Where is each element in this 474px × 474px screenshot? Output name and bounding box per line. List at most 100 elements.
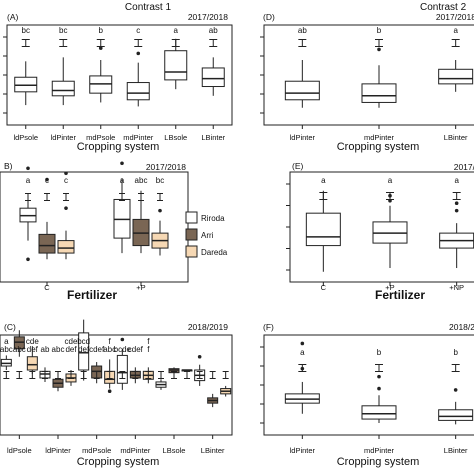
panel-f-box-mdPinter-outlier-1: [377, 374, 381, 379]
panel-c-box-LBinter-Dareda-err: [222, 371, 229, 379]
panel-a-box-ldPsole-letter: bc: [22, 26, 30, 35]
panel-a-box-ldPinter-err: [59, 39, 68, 47]
panel-e-box-C: [305, 190, 341, 272]
panel-c-box-LBinter-Dareda: [220, 385, 232, 397]
panel-b-box-C-Dareda-outlier-0: [64, 206, 68, 210]
panel-d-xtick-label-ldPinter: ldPinter: [290, 133, 316, 142]
panel-c-box-mdPinter-Arri-err: [132, 371, 139, 379]
panel-a-box-LBsole-err: [171, 39, 180, 47]
panel-a-xlabel: Cropping system: [77, 141, 160, 153]
panel-c-box-ldPinter-Dareda-letter-top: cde: [65, 337, 78, 346]
panel-f-box-LBinter-err: [451, 364, 460, 372]
panel-b-box-C-Riroda-outlier-0: [26, 257, 30, 262]
panel-c-box-LBinter-Riroda-err: [196, 371, 203, 379]
legend-label-Arri: Arri: [201, 231, 214, 240]
panel-d-label: (D): [263, 12, 275, 22]
panel-f-season: 2018/2: [449, 322, 474, 332]
panel-b-box-+P-Dareda: [151, 208, 169, 256]
panel-a-box-mdPinter-iqr: [126, 82, 150, 101]
panel-c-box-LBsole-Dareda: [181, 369, 193, 372]
panel-b-label: B): [4, 161, 13, 171]
panel-e-label: (E): [292, 161, 304, 171]
panel-c-box-mdPinter-Riroda-err: [119, 371, 126, 379]
panel-c-box-LBinter-Riroda-outlier-0: [197, 354, 202, 359]
panel-c-box-mdPsole-Riroda-iqr: [78, 332, 90, 371]
panel-c-box-ldPsole-Arri-letter-bottom: abc: [13, 345, 26, 354]
panel-c-box-ldPsole-Riroda-err: [3, 371, 10, 379]
panel-c-label: (C): [4, 322, 16, 332]
panel-c-box-mdPinter-Riroda-outlier-0: [120, 337, 125, 342]
legend-swatch-Arri: [185, 228, 198, 241]
panel-c-xlabel: Cropping system: [77, 456, 160, 468]
panel-d-xlabel: Cropping system: [337, 141, 420, 153]
panel-c-box-mdPinter-Dareda-letter-top: f: [147, 337, 150, 346]
panel-d-box-LBinter-err: [451, 39, 460, 47]
panel-c-box-ldPsole-Arri-err: [16, 371, 23, 379]
panel-f-box-ldPinter-letter: a: [300, 348, 305, 357]
panel-b-box-C-Arri-outlier-0: [45, 177, 49, 182]
panel-d-box-ldPinter: [284, 60, 320, 108]
panel-e-box-C-letter: a: [321, 176, 326, 185]
panel-a-box-ldPinter: [51, 57, 75, 106]
panel-b-season: 2017/2018: [146, 162, 186, 172]
panel-c-box-mdPsole-Arri-err: [93, 371, 100, 379]
panel-e-box-+NP-letter: a: [454, 176, 459, 185]
panel-b-box-+P-Dareda-letter: bc: [156, 176, 164, 185]
panel-a-box-mdPinter-err: [134, 39, 143, 47]
panel-e-box-+NP: [439, 201, 474, 269]
panel-b-box-+P-Dareda-err: [157, 193, 163, 201]
panel-d-xtick-label-mdPinter: mdPinter: [364, 133, 395, 142]
contrast-2-title: Contrast 2: [420, 2, 467, 13]
panel-b-box-C-Dareda-err: [63, 193, 69, 201]
panel-c-box-mdPsole-Riroda: [78, 319, 90, 381]
panel-a-box-mdPinter-letter: c: [136, 26, 140, 35]
panel-f-box-mdPinter-iqr: [361, 405, 397, 420]
panel-b-box-+P-Arri-letter: abc: [135, 176, 148, 185]
panel-a-box-LBsole: [164, 38, 188, 90]
panel-c-box-ldPinter-Dareda-letter-bottom: def: [65, 345, 77, 354]
panel-c-box-mdPsole-Riroda-letter-top: bcd: [77, 337, 90, 346]
panel-c-box-LBinter-Riroda: [194, 354, 206, 386]
panel-a-box-mdPsole-outlier-0: [98, 46, 103, 50]
panel-a-box-LBinter: [201, 57, 225, 96]
panel-f-box-LBinter-iqr: [438, 409, 474, 421]
panel-a-box-mdPsole-err: [96, 39, 105, 47]
panel-c-box-mdPinter-Dareda-letter-bottom: f: [147, 345, 150, 354]
panel-d-xtick-label-LBinter: LBinter: [444, 133, 468, 142]
panel-d-box-LBinter-letter: a: [453, 26, 458, 35]
panel-a-xtick-label-LBsole: LBsole: [164, 133, 187, 142]
panel-c-box-mdPinter-Riroda-letter-bottom: bcde: [114, 345, 132, 354]
panel-c-season: 2018/2019: [188, 322, 228, 332]
panel-d-box-mdPinter-letter: b: [377, 26, 382, 35]
panel-a-box-LBinter-err: [209, 39, 218, 47]
legend-swatch-Riroda: [185, 211, 198, 224]
panel-f-xtick-label-mdPinter: mdPinter: [364, 446, 395, 455]
panel-a-xtick-label-mdPinter: mdPinter: [123, 133, 154, 142]
panel-c-box-mdPinter-Arri-letter-bottom: cdef: [128, 345, 144, 354]
panel-c-box-ldPsole-Dareda-letter-bottom: def: [27, 345, 39, 354]
panel-b-box-C-Riroda: [19, 166, 37, 262]
panel-c-box-ldPinter-Arri-letter-bottom: abc: [52, 345, 65, 354]
panel-a-xtick-label-ldPinter: ldPinter: [51, 133, 77, 142]
panel-c-xtick-label-LBsole: LBsole: [163, 446, 186, 455]
panel-e-box-C-err: [319, 192, 328, 200]
panel-c-box-mdPsole-Arri-letter-bottom: cdef: [89, 345, 105, 354]
panel-b-box-C-Arri-err: [44, 193, 50, 201]
panel-f-box-mdPinter: [361, 374, 397, 424]
panel-b-box-C-Riroda-outlier-1: [26, 166, 30, 171]
panel-a-xtick-label-LBinter: LBinter: [201, 133, 225, 142]
panel-c-box-ldPinter-Riroda-letter-bottom: ab: [41, 345, 50, 354]
panel-b-box-+P-Arri-err: [138, 193, 144, 201]
panel-c-box-ldPsole-Dareda: [26, 346, 38, 374]
panel-a-box-LBinter-iqr: [201, 67, 225, 88]
panel-c-box-mdPsole-Dareda-err: [106, 371, 113, 379]
panel-c-frame: [0, 334, 233, 436]
panel-d-box-mdPinter-iqr: [361, 83, 397, 103]
legend-label-Dareda: Dareda: [201, 248, 228, 257]
panel-c-box-ldPsole-Dareda-iqr: [26, 356, 38, 371]
panel-c-box-ldPsole-Arri: [13, 330, 25, 357]
panel-f-box-LBinter-outlier-0: [453, 388, 458, 392]
panel-c-box-ldPsole-Dareda-err: [29, 371, 36, 379]
panel-c-box-mdPsole-Riroda-letter-bottom: def: [78, 345, 90, 354]
panel-b-frame: [0, 171, 189, 283]
